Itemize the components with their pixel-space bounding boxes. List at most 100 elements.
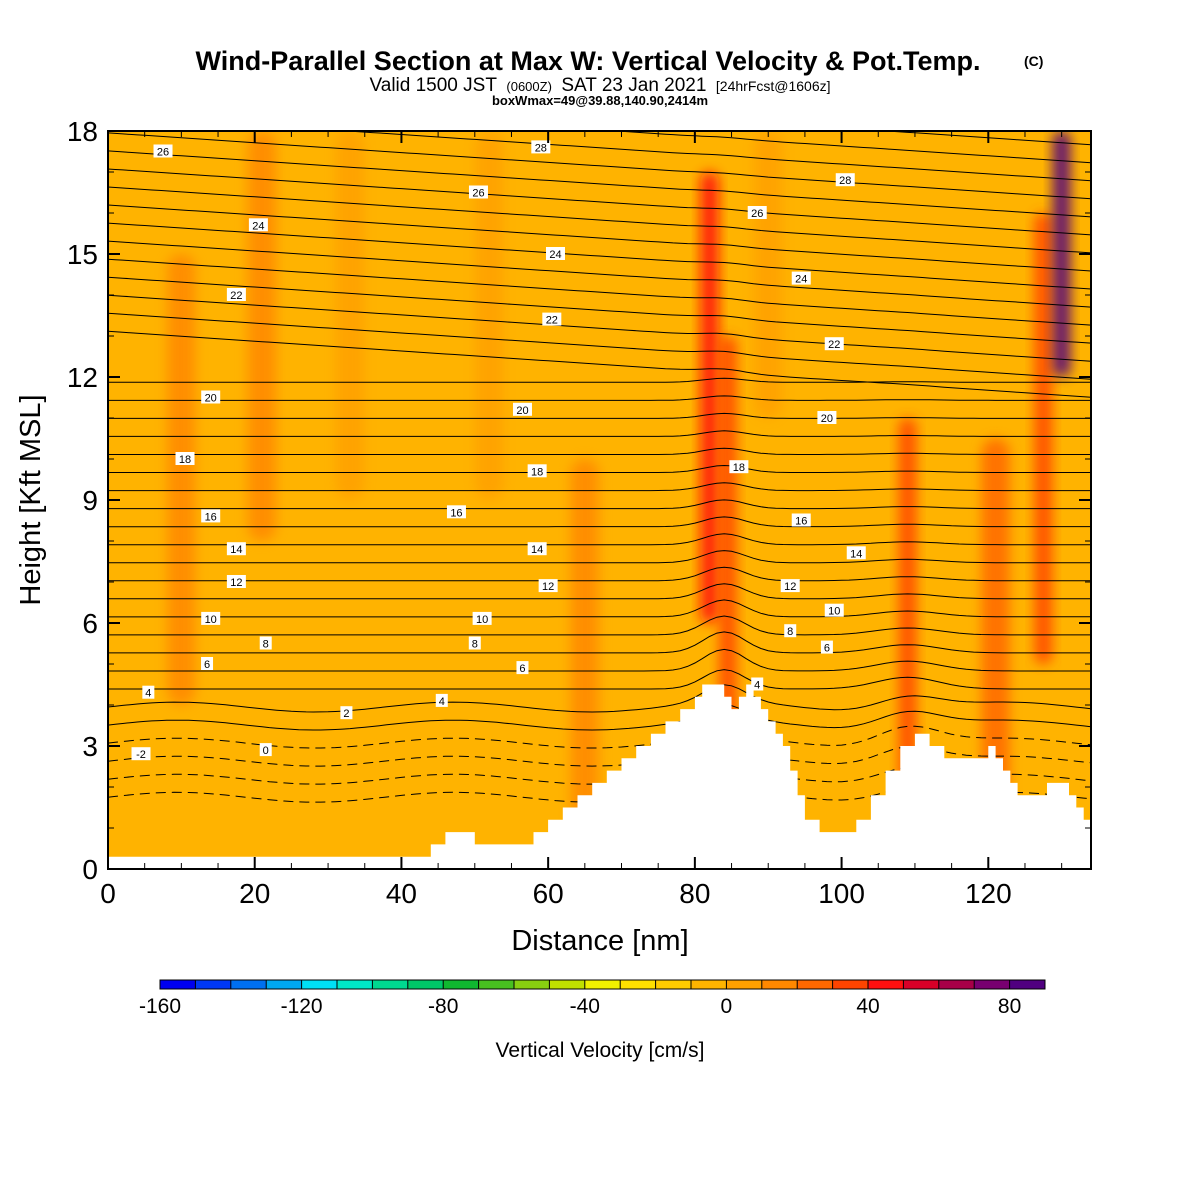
velocity-band <box>475 131 504 500</box>
isentrope-line <box>108 550 1091 564</box>
isentrope-label-text: 10 <box>476 614 488 626</box>
isentrope-label-bg <box>259 743 272 757</box>
isentrope-line <box>108 464 1091 473</box>
isentrope-line <box>341 131 1091 182</box>
y-tick-label: 15 <box>67 239 98 270</box>
isentrope-label-text: 26 <box>472 188 484 200</box>
isentrope-line <box>108 499 1091 510</box>
velocity-band <box>700 172 719 623</box>
isentrope-label: 0 <box>259 743 272 757</box>
isentrope-label: 10 <box>201 611 221 626</box>
isentrope-line <box>108 240 1091 308</box>
isentrope-label-bg <box>175 452 195 465</box>
isentrope-label: 18 <box>729 460 749 474</box>
colorbar-swatch <box>1009 980 1046 989</box>
colorbar-swatch <box>549 980 586 989</box>
isentrope-label-bg <box>784 624 797 638</box>
isentrope-label-bg <box>468 636 481 650</box>
colorbar-swatch <box>868 980 904 989</box>
isentrope-label-text: 8 <box>472 639 478 651</box>
colorbar-swatch <box>761 980 798 989</box>
colorbar-swatch <box>797 980 834 989</box>
colorbar-tick-label: -80 <box>428 995 458 1018</box>
isentrope-line <box>108 186 1091 254</box>
isentrope-label-bg <box>201 657 214 670</box>
isentrope-label-text: 4 <box>754 680 760 692</box>
velocity-band <box>336 131 365 500</box>
isentrope-label: 24 <box>248 218 268 232</box>
isentrope-label: -2 <box>131 747 151 761</box>
colorbar-label: Vertical Velocity [cm/s] <box>496 1039 705 1062</box>
velocity-band <box>248 131 277 541</box>
isentrope-label-text: 10 <box>828 606 840 618</box>
colorbar-swatch <box>655 980 692 989</box>
valid-time-line: Valid 1500 JST (0600Z) SAT 23 Jan 2021 [… <box>369 75 830 96</box>
isentrope-label: 16 <box>791 513 811 528</box>
isentrope-line <box>108 150 1091 218</box>
isentrope-line <box>108 615 1091 636</box>
isentrope-line <box>108 412 1091 419</box>
isentrope-line <box>108 599 1091 618</box>
colorbar-swatch <box>443 980 480 989</box>
isentrope-label-text: 26 <box>157 147 169 159</box>
isentrope-label: 24 <box>791 271 811 286</box>
x-tick-label: 0 <box>100 878 116 909</box>
isentrope-label-text: 16 <box>795 516 807 528</box>
isentrope-label: 28 <box>835 173 855 187</box>
isentrope-label: 8 <box>259 636 272 651</box>
isentrope-label-bg <box>729 460 749 474</box>
isentrope-label-text: 22 <box>828 339 840 351</box>
velocity-band <box>754 131 783 418</box>
colorbar-swatch <box>938 980 975 989</box>
colorbar-swatch <box>301 980 338 989</box>
isentrope-label: 4 <box>142 685 155 700</box>
colorbar-tick-label: 0 <box>721 995 733 1018</box>
isentrope-label-bg <box>538 579 558 593</box>
isentrope-label-text: 0 <box>263 745 269 757</box>
isentrope-line <box>108 704 1091 731</box>
isentrope-label-bg <box>446 505 466 519</box>
isentrope-label: 6 <box>516 661 529 675</box>
isentrope-label-text: 18 <box>179 454 191 466</box>
colorbar-swatch <box>195 980 232 989</box>
x-axis-label: Distance [nm] <box>511 925 688 957</box>
isentrope-line <box>108 447 1091 455</box>
isentrope-line <box>108 258 1091 326</box>
x-tick-label: 80 <box>679 878 710 909</box>
isentrope-label-bg <box>542 312 562 326</box>
colorbar-swatch <box>337 980 373 989</box>
isentrope-label-text: 18 <box>531 466 543 478</box>
isentrope-line <box>108 430 1091 437</box>
chart-title: Wind-Parallel Section at Max W: Vertical… <box>196 46 981 76</box>
isentrope-line <box>879 131 1091 146</box>
isentrope-label-bg <box>545 247 565 260</box>
isentrope-label-bg <box>824 337 844 351</box>
terrain-shape <box>108 684 1091 869</box>
x-tick-label: 100 <box>818 878 865 909</box>
isentrope-label-bg <box>248 218 268 232</box>
isentrope-label-text: 22 <box>230 290 242 302</box>
colorbar-swatch <box>266 980 303 989</box>
isentrope-label-text: 10 <box>205 614 217 626</box>
isentrope-label-text: 24 <box>795 274 807 286</box>
isentrope-label-bg <box>201 611 221 625</box>
isentrope-label-text: 20 <box>205 393 217 405</box>
isentrope-line <box>108 312 1091 380</box>
isentrope-line <box>108 276 1091 344</box>
x-tick-label: 20 <box>239 878 270 909</box>
isentrope-label-bg <box>817 411 837 424</box>
valid-date: SAT 23 Jan 2021 <box>561 75 706 96</box>
colorbar-swatch <box>691 980 727 989</box>
isentrope-line <box>108 583 1091 600</box>
isentrope-label-bg <box>226 288 246 301</box>
isentrope-label: 26 <box>153 144 173 159</box>
y-tick-label: 0 <box>82 854 98 885</box>
isentrope-label: 12 <box>780 579 800 593</box>
isentrope-label-bg <box>780 579 800 593</box>
colorbar-swatch <box>903 980 940 989</box>
isentrope-label-text: 12 <box>542 581 554 593</box>
isentrope-label: 16 <box>446 505 466 519</box>
x-tick-label: 60 <box>533 878 564 909</box>
